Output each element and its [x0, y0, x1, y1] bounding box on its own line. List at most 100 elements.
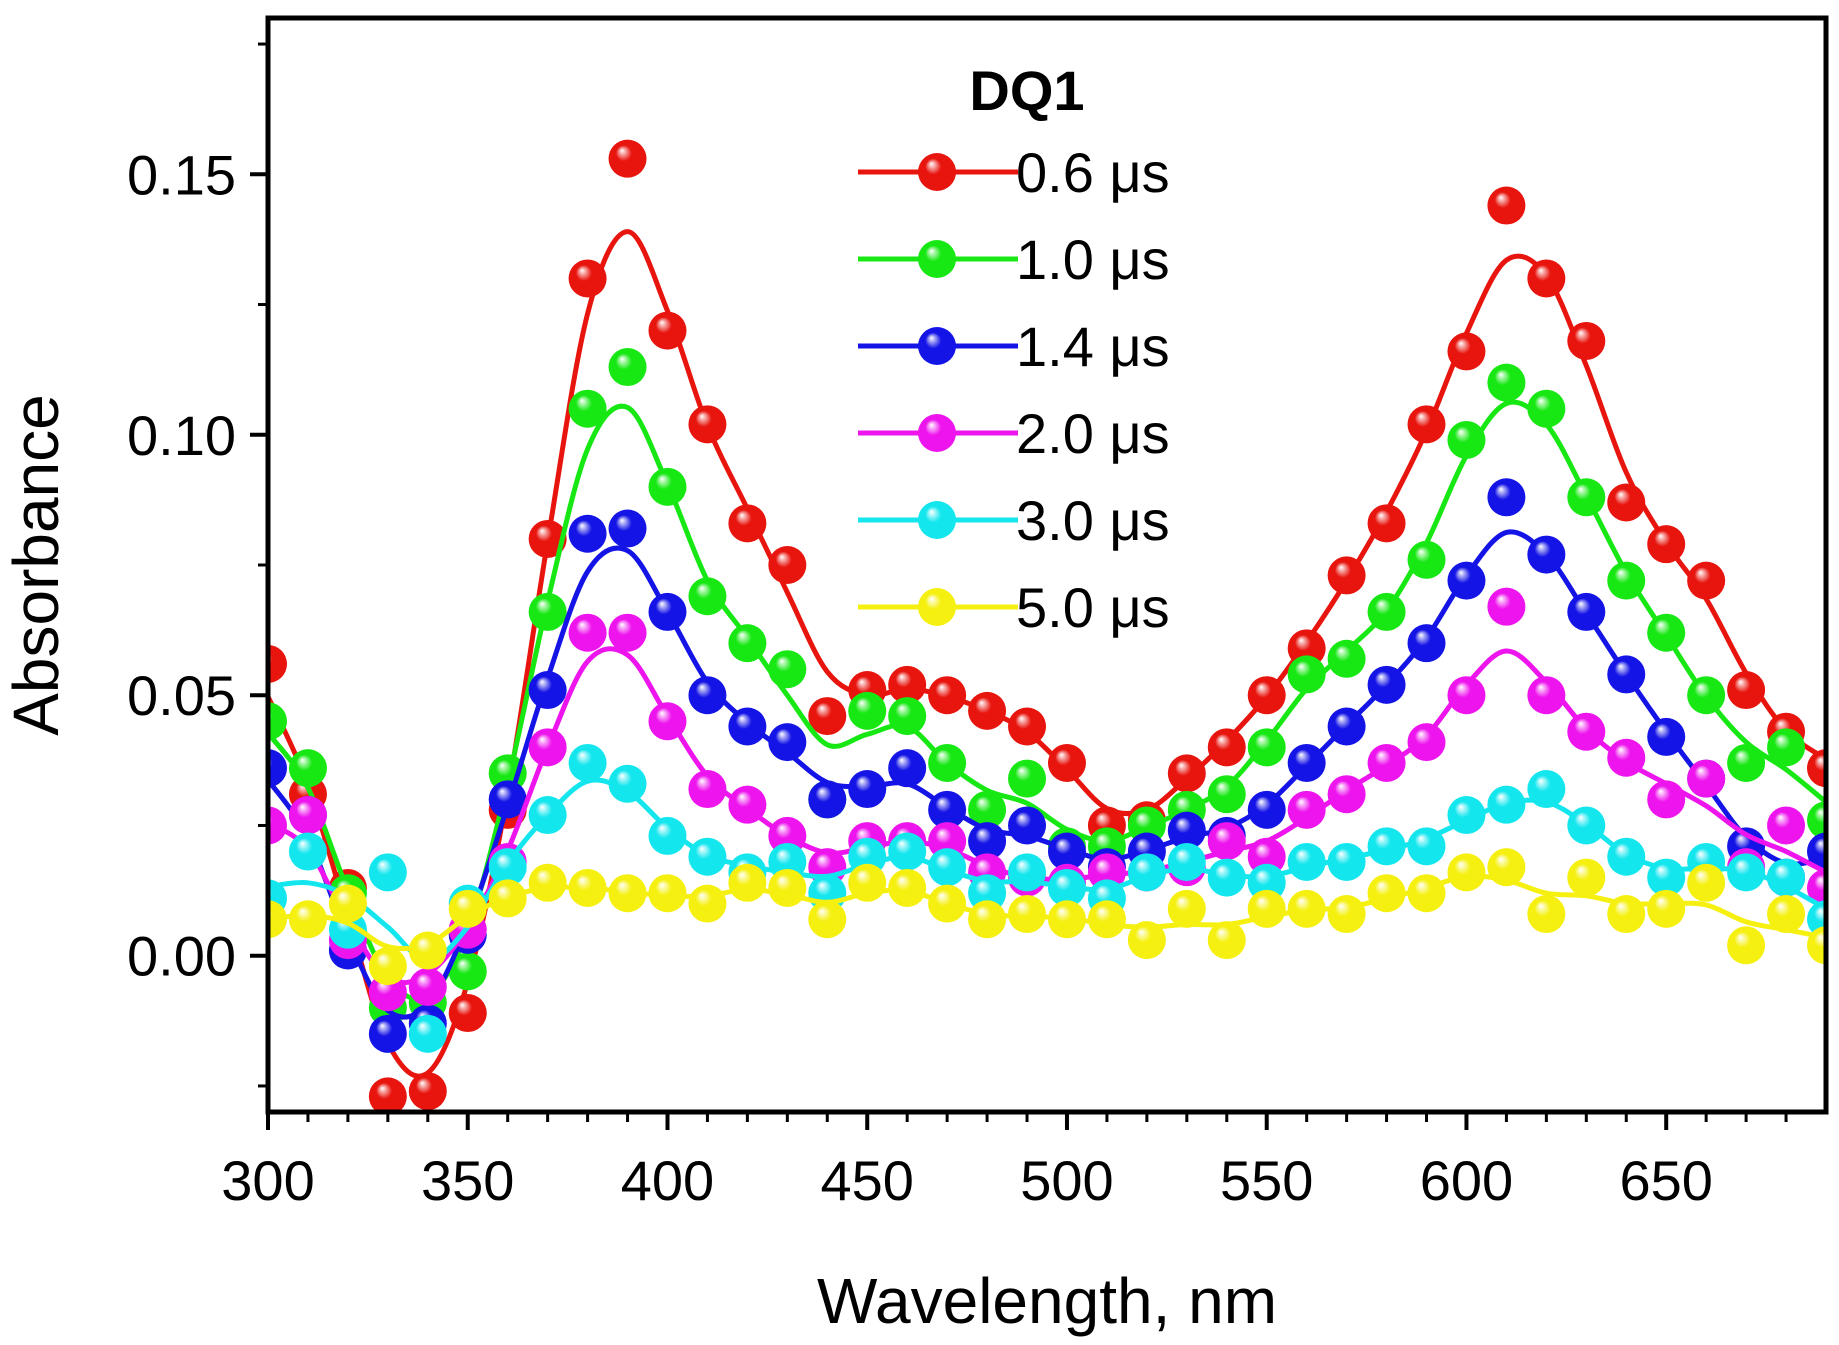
data-point [368, 1077, 407, 1112]
data-point [1008, 707, 1047, 746]
data-point [608, 139, 647, 178]
x-tick-label: 600 [1420, 1149, 1513, 1212]
data-point [368, 1014, 407, 1053]
data-point [1527, 770, 1566, 809]
data-point [1047, 832, 1086, 871]
data-point [1647, 613, 1686, 652]
data-point [1567, 478, 1606, 517]
data-point [1687, 561, 1726, 600]
data-point [1008, 806, 1047, 845]
data-point [1207, 858, 1246, 897]
data-point [1567, 592, 1606, 631]
data-point [1527, 676, 1566, 715]
data-point [268, 749, 287, 788]
legend-title: DQ1 [969, 59, 1084, 122]
data-point [1727, 853, 1766, 892]
data-point [528, 671, 567, 710]
data-point [1527, 535, 1566, 574]
data-point [888, 868, 927, 907]
data-point [1447, 332, 1486, 371]
data-point [1247, 837, 1286, 876]
data-point [1647, 889, 1686, 928]
data-point [1407, 624, 1446, 663]
data-point [968, 822, 1007, 861]
data-point [928, 884, 967, 923]
data-point [1647, 717, 1686, 756]
data-point [1487, 478, 1526, 517]
data-point [328, 884, 367, 923]
data-point [928, 848, 967, 887]
data-point [808, 780, 847, 819]
data-point [1207, 728, 1246, 767]
data-point [1087, 853, 1126, 892]
data-point [1047, 743, 1086, 782]
data-point [1567, 858, 1606, 897]
data-point [528, 592, 567, 631]
data-point [1327, 639, 1366, 678]
data-point [1527, 259, 1566, 298]
data-point [1487, 785, 1526, 824]
data-point [1447, 676, 1486, 715]
data-point [608, 348, 647, 387]
data-point [1567, 806, 1606, 845]
data-point [448, 889, 487, 928]
data-point [1327, 775, 1366, 814]
data-point [1207, 775, 1246, 814]
data-point [568, 743, 607, 782]
legend-item: 1.4 μs [858, 315, 1170, 378]
series-3 [268, 587, 1826, 1012]
data-point [648, 874, 687, 913]
data-point [1287, 842, 1326, 881]
data-point [928, 790, 967, 829]
data-point [928, 676, 967, 715]
legend-label: 1.0 μs [1016, 228, 1170, 291]
data-point [268, 806, 287, 845]
data-point [1767, 895, 1806, 934]
data-point [408, 1072, 447, 1111]
data-point [768, 816, 807, 855]
data-point [968, 691, 1007, 730]
x-tick-label: 650 [1619, 1149, 1712, 1212]
data-point [1447, 561, 1486, 600]
data-point [488, 848, 527, 887]
data-point [1527, 389, 1566, 428]
data-point [448, 994, 487, 1033]
data-point [1327, 895, 1366, 934]
series-5 [268, 848, 1826, 986]
data-point [1327, 842, 1366, 881]
legend-marker [918, 327, 956, 365]
data-point [608, 509, 647, 548]
data-point [1287, 889, 1326, 928]
data-point [728, 785, 767, 824]
data-point [928, 822, 967, 861]
series-line [268, 777, 1826, 964]
legend-marker [918, 414, 956, 452]
x-tick-label: 300 [221, 1149, 314, 1212]
x-tick-label: 450 [821, 1149, 914, 1212]
legend-label: 2.0 μs [1016, 402, 1170, 465]
data-point [1647, 525, 1686, 564]
data-point [1567, 321, 1606, 360]
data-point [1807, 868, 1826, 907]
data-point [1167, 754, 1206, 793]
legend-label: 1.4 μs [1016, 315, 1170, 378]
legend-label: 0.6 μs [1016, 141, 1170, 204]
data-point [688, 577, 727, 616]
data-point [1607, 655, 1646, 694]
data-point [688, 884, 727, 923]
x-tick-label: 350 [421, 1149, 514, 1212]
x-tick-label: 500 [1020, 1149, 1113, 1212]
data-point [888, 749, 927, 788]
legend-label: 3.0 μs [1016, 489, 1170, 552]
data-point [1247, 728, 1286, 767]
data-point [1807, 749, 1826, 788]
data-point [448, 952, 487, 991]
y-tick-label: 0.00 [127, 925, 236, 988]
data-point [1687, 863, 1726, 902]
data-point [688, 837, 727, 876]
data-point [608, 613, 647, 652]
data-point [648, 592, 687, 631]
y-tick-label: 0.10 [127, 404, 236, 467]
data-point [1567, 712, 1606, 751]
data-point [1607, 483, 1646, 522]
